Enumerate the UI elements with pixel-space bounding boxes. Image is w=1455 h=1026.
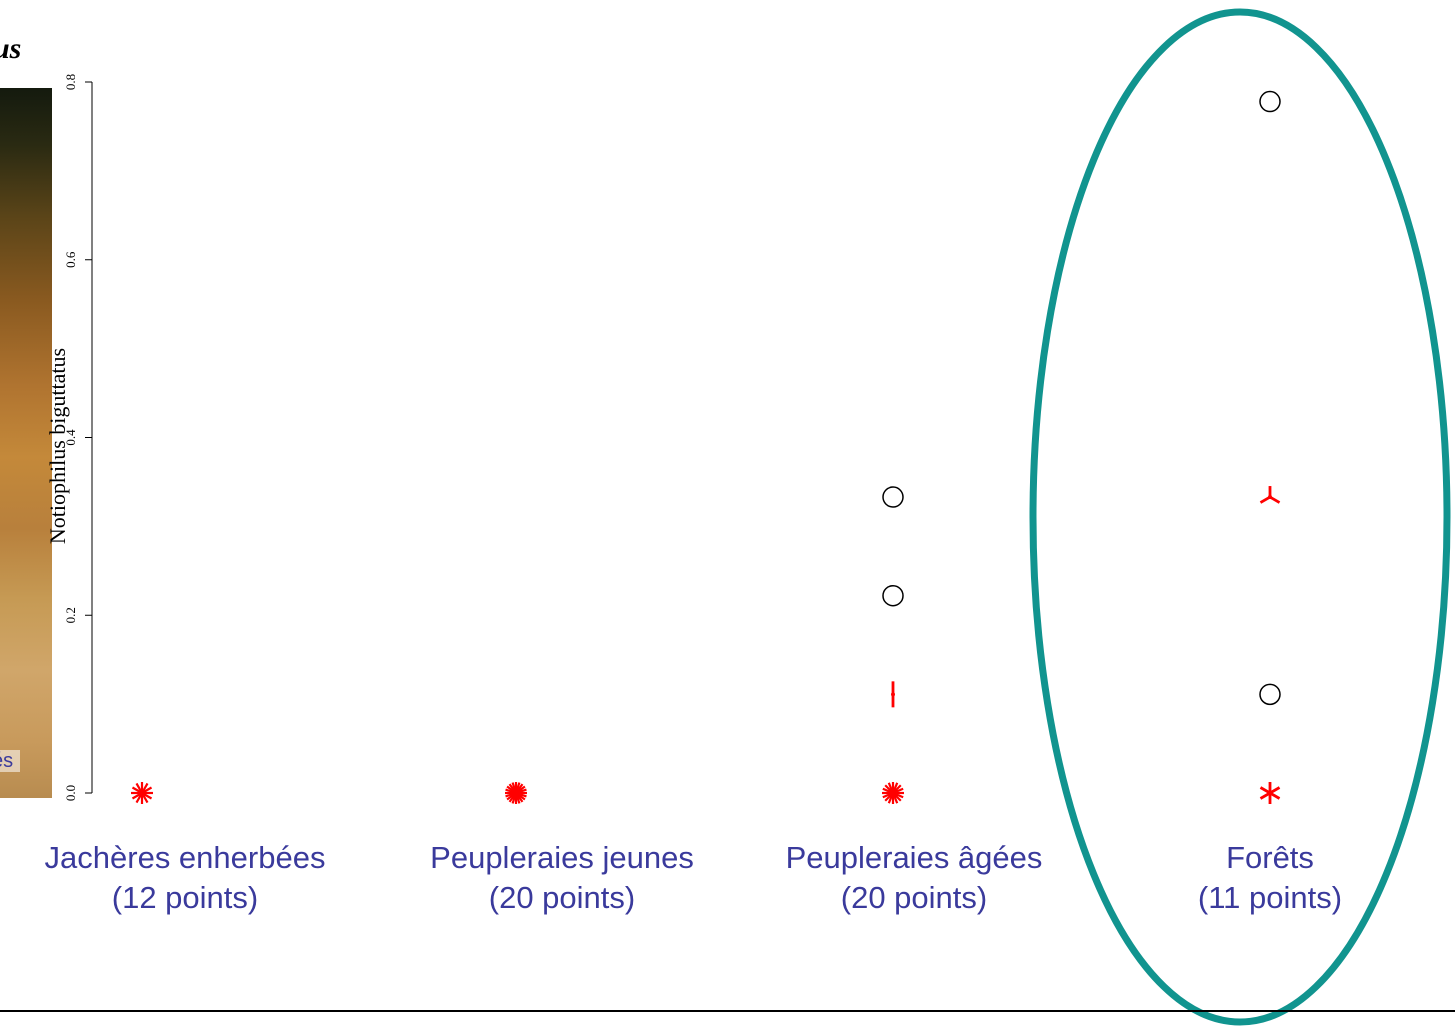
- category-name-1: Peupleraies jeunes: [430, 840, 694, 875]
- sunflower-center: [1268, 495, 1272, 500]
- y-tick-label-4: 0.8: [63, 74, 78, 90]
- beetle-photo: [0, 88, 52, 798]
- open-circle-point-0-0: [882, 486, 904, 508]
- highlight-ellipse: [1029, 8, 1451, 1026]
- category-label-3: Forêts (11 points): [1120, 838, 1420, 918]
- category-label-2: Peupleraies âgées (20 points): [764, 838, 1064, 918]
- category-name-2: Peupleraies âgées: [785, 840, 1043, 875]
- category-count-2: (20 points): [840, 880, 988, 915]
- photo-caption: és: [0, 750, 20, 772]
- sunflower-point-1-3: [891, 681, 895, 708]
- open-circle-point-0-3: [1259, 683, 1281, 706]
- category-label-0: Jachères enherbées (12 points): [35, 838, 335, 918]
- sunflower-center: [514, 791, 518, 795]
- sunflower-center: [140, 791, 144, 795]
- category-count-1: (20 points): [488, 880, 636, 915]
- sunflower-point-1-0: [131, 782, 153, 804]
- sunflower-point-1-4: [1259, 486, 1281, 504]
- y-tick-label-2: 0.4: [63, 429, 78, 446]
- open-circle-point-0-1: [882, 584, 904, 607]
- sunflower-center: [891, 791, 895, 795]
- sunflower-center: [891, 692, 895, 697]
- category-label-1: Peupleraies jeunes (20 points): [412, 838, 712, 918]
- category-name-0: Jachères enherbées: [44, 840, 326, 875]
- sunflower-point-1-2: [882, 782, 904, 804]
- sunflower-point-1-5: [1259, 782, 1281, 804]
- bottom-rule: [0, 1010, 1455, 1012]
- y-tick-label-1: 0.2: [63, 607, 78, 623]
- y-tick-label-0: 0.0: [63, 785, 78, 801]
- sunflower-point-1-1: [505, 782, 527, 804]
- open-circle-point-0-2: [1259, 90, 1281, 113]
- y-axis-label: Notiophilus biguttatus: [45, 348, 70, 544]
- sunflower-center: [1268, 791, 1272, 795]
- category-count-3: (11 points): [1197, 880, 1343, 915]
- category-count-0: (12 points): [111, 880, 259, 915]
- species-title: us: [0, 32, 22, 65]
- category-name-3: Forêts: [1226, 840, 1314, 875]
- y-tick-label-3: 0.6: [63, 251, 78, 268]
